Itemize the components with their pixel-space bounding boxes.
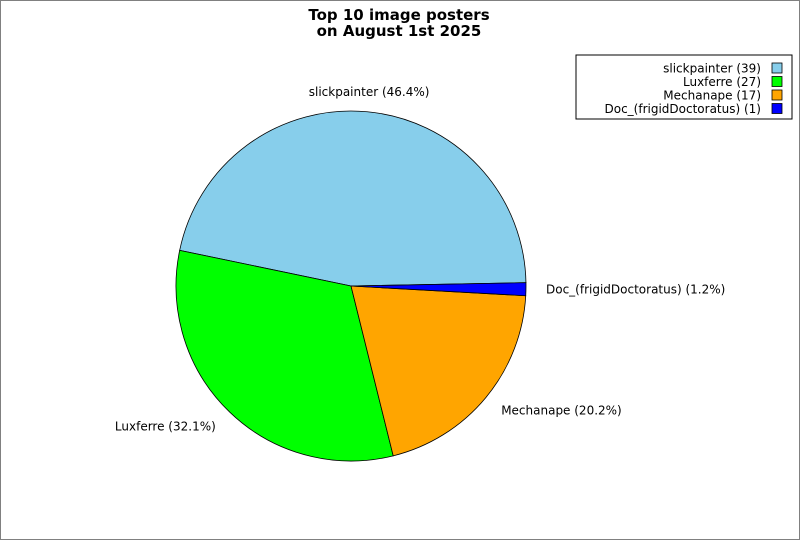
pie-slices xyxy=(175,110,527,462)
pie-slice-doc-frigiddoctoratus xyxy=(350,282,527,297)
chart-title-line-1: Top 10 image posters xyxy=(308,6,489,24)
legend: slickpainter (39)Luxferre (27)Mechanape … xyxy=(575,54,793,120)
pie-slice-mechanape xyxy=(350,285,527,457)
legend-box xyxy=(575,54,793,120)
pie-slice-slickpainter xyxy=(179,110,527,287)
slice-labels: slickpainter (46.4%) Luxferre (32.1%) Mech… xyxy=(115,85,725,434)
legend-label-luxferre: Luxferre (27) xyxy=(683,75,761,89)
legend-swatch-slickpainter xyxy=(771,62,783,74)
pie-slice-luxferre xyxy=(175,249,394,462)
slice-label-mechanape: Mechanape (20.2%) xyxy=(501,403,622,417)
slice-label-slickpainter: slickpainter (46.4%) xyxy=(309,85,430,99)
legend-swatch-mechanape xyxy=(771,89,783,101)
legend-swatch-doc-frigiddoctoratus xyxy=(771,103,783,114)
legend-label-doc-frigiddoctoratus: Doc_(frigidDoctoratus) (1) xyxy=(605,102,762,116)
slice-label-doc-frigiddoctoratus: Doc_(frigidDoctoratus) (1.2%) xyxy=(546,283,725,297)
chart-title-line-2: on August 1st 2025 xyxy=(317,22,482,40)
legend-label-slickpainter: slickpainter (39) xyxy=(663,62,761,76)
slice-label-luxferre: Luxferre (32.1%) xyxy=(115,420,216,434)
legend-label-mechanape: Mechanape (17) xyxy=(663,89,761,103)
legend-swatch-luxferre xyxy=(771,76,783,87)
